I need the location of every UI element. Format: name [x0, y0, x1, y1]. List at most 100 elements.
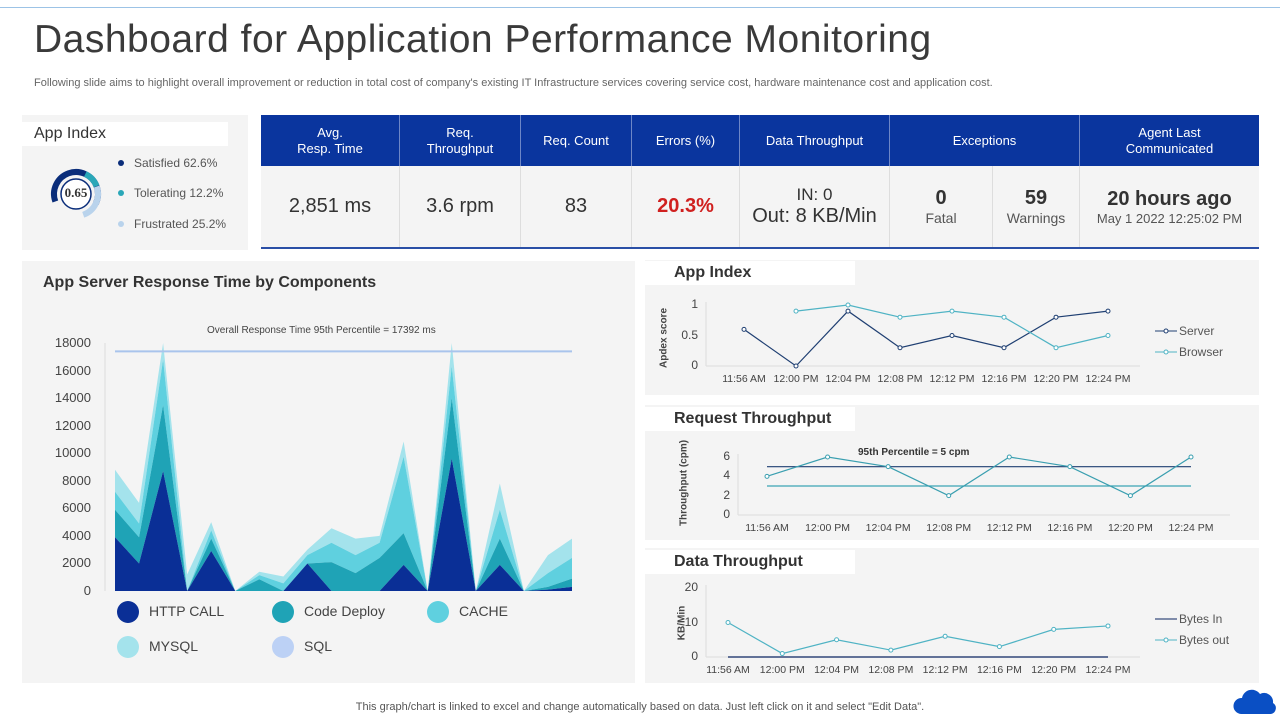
x-tick-label: 12:12 PM — [929, 373, 975, 385]
y-tick-label: 1 — [691, 297, 698, 311]
legend-swatch — [117, 601, 139, 623]
page-subtitle: Following slide aims to highlight overal… — [34, 77, 993, 89]
data-out-value: Out: 8 KB/Min — [752, 205, 877, 227]
x-tick-label: 12:12 PM — [986, 522, 1032, 534]
y-tick-label: 0.5 — [681, 327, 698, 342]
kpi-header-data-throughput: Data Throughput — [740, 115, 890, 166]
percentile-annotation: Overall Response Time 95th Percentile = … — [207, 325, 436, 336]
y-tick-label: 12000 — [54, 417, 91, 433]
satisfied-label: Satisfied 62.6% — [134, 156, 218, 170]
legend-swatch — [117, 636, 139, 658]
x-tick-label: 11:56 AM — [745, 522, 789, 534]
y-tick-label: 6 — [723, 449, 730, 463]
legend-label: Code Deploy — [304, 603, 385, 619]
kpi-header-exceptions: Exceptions — [890, 115, 1080, 166]
y-tick-label: 14000 — [54, 390, 91, 406]
y-tick-label: 10000 — [54, 445, 91, 461]
frustrated-label: Frustrated 25.2% — [134, 217, 227, 231]
x-tick-label: 12:20 PM — [1107, 522, 1153, 534]
req-count-value: 83 — [564, 195, 588, 217]
legend-label: CACHE — [459, 603, 509, 619]
tolerating-dot — [118, 190, 124, 196]
y-tick-label: 4 — [723, 468, 730, 483]
legend-label: Server — [1179, 324, 1215, 338]
agent-ago: 20 hours ago — [1107, 187, 1232, 210]
app-index-score: 0.65 — [64, 185, 88, 200]
x-tick-label: 12:04 PM — [865, 522, 911, 534]
frustrated-dot — [118, 221, 124, 227]
x-tick-label: 12:24 PM — [1085, 664, 1131, 676]
x-tick-label: 12:00 PM — [773, 373, 819, 385]
footer-note: This graph/chart is linked to excel and … — [355, 701, 925, 713]
x-tick-label: 12:00 PM — [805, 522, 851, 534]
x-tick-label: 12:16 PM — [976, 664, 1022, 676]
x-tick-label: 12:04 PM — [814, 664, 860, 676]
x-tick-label: 12:00 PM — [759, 664, 805, 676]
warnings-label: Warnings — [1006, 210, 1066, 226]
donut-frustrated — [51, 169, 101, 219]
kpi-header-errors: Errors (%) — [632, 115, 740, 166]
y-tick-label: 16000 — [54, 362, 91, 378]
x-tick-label: 12:04 PM — [825, 373, 871, 385]
app-index-chart-title: App Index — [645, 261, 855, 285]
y-tick-label: 0 — [691, 649, 698, 663]
warnings-value: 59 — [1024, 187, 1048, 209]
avg-resp-value: 2,851 ms — [288, 195, 372, 217]
throughput-percentile-annotation: 95th Percentile = 5 cpm — [858, 447, 970, 458]
x-tick-label: 12:24 PM — [1085, 373, 1131, 385]
y-tick-label: 18000 — [54, 335, 91, 350]
legend-label: Bytes In — [1179, 612, 1223, 626]
y-tick-label: 6000 — [62, 500, 91, 516]
x-tick-label: 12:08 PM — [868, 664, 914, 676]
apdex-axis-label: Apdex score — [658, 307, 670, 369]
fatal-label: Fatal — [925, 210, 957, 226]
y-tick-label: 10 — [684, 614, 698, 629]
y-tick-label: 4000 — [62, 527, 91, 543]
y-tick-label: 2 — [723, 487, 730, 502]
y-tick-label: 0 — [691, 358, 698, 372]
x-tick-label: 11:56 AM — [722, 373, 766, 385]
x-tick-label: 12:08 PM — [877, 373, 923, 385]
kpi-header-req-throughput: Req. Throughput — [400, 115, 521, 166]
x-tick-label: 12:24 PM — [1168, 522, 1214, 534]
y-tick-label: 2000 — [62, 555, 91, 571]
x-tick-label: 12:16 PM — [981, 373, 1027, 385]
page-title: Dashboard for Application Performance Mo… — [34, 18, 932, 61]
top-divider — [0, 7, 1280, 8]
throughput-axis-label: Throughput (cpm) — [678, 439, 690, 527]
legend-label: SQL — [304, 638, 333, 654]
donut-tolerating — [51, 169, 101, 219]
data-in-value: IN: 0 — [796, 185, 833, 204]
agent-time: May 1 2022 12:25:02 PM — [1096, 210, 1243, 226]
y-tick-label: 0 — [83, 583, 91, 598]
kpi-table: Avg. Resp. Time Req. Throughput Req. Cou… — [261, 115, 1259, 249]
legend-swatch — [272, 601, 294, 623]
req-throughput-value: 3.6 rpm — [426, 195, 494, 217]
legend-swatch — [427, 601, 449, 623]
cloud-icon — [1233, 689, 1276, 714]
y-tick-label: 8000 — [62, 472, 91, 488]
fatal-value: 0 — [935, 187, 947, 209]
x-tick-label: 11:56 AM — [706, 664, 750, 676]
x-tick-label: 12:20 PM — [1033, 373, 1079, 385]
data-throughput-title: Data Throughput — [645, 550, 855, 574]
legend-label: HTTP CALL — [149, 603, 225, 619]
app-index-title: App Index — [22, 122, 228, 146]
y-tick-label: 20 — [684, 580, 698, 594]
response-time-title: App Server Response Time by Components — [43, 274, 377, 291]
tolerating-label: Tolerating 12.2% — [134, 186, 224, 200]
legend-label: Bytes out — [1179, 633, 1230, 647]
x-tick-label: 12:16 PM — [1047, 522, 1093, 534]
x-tick-label: 12:20 PM — [1031, 664, 1077, 676]
kpi-header-req-count: Req. Count — [521, 115, 632, 166]
x-tick-label: 12:12 PM — [922, 664, 968, 676]
kpi-header-agent: Agent Last Communicated — [1080, 115, 1259, 166]
satisfied-dot — [118, 160, 124, 166]
legend-label: Browser — [1179, 345, 1224, 359]
y-tick-label: 0 — [723, 507, 730, 521]
legend-label: MYSQL — [149, 638, 199, 654]
x-tick-label: 12:08 PM — [926, 522, 972, 534]
errors-value: 20.3% — [657, 195, 714, 217]
app-index-donut — [51, 169, 101, 219]
kpi-header-avg-resp: Avg. Resp. Time — [261, 115, 400, 166]
